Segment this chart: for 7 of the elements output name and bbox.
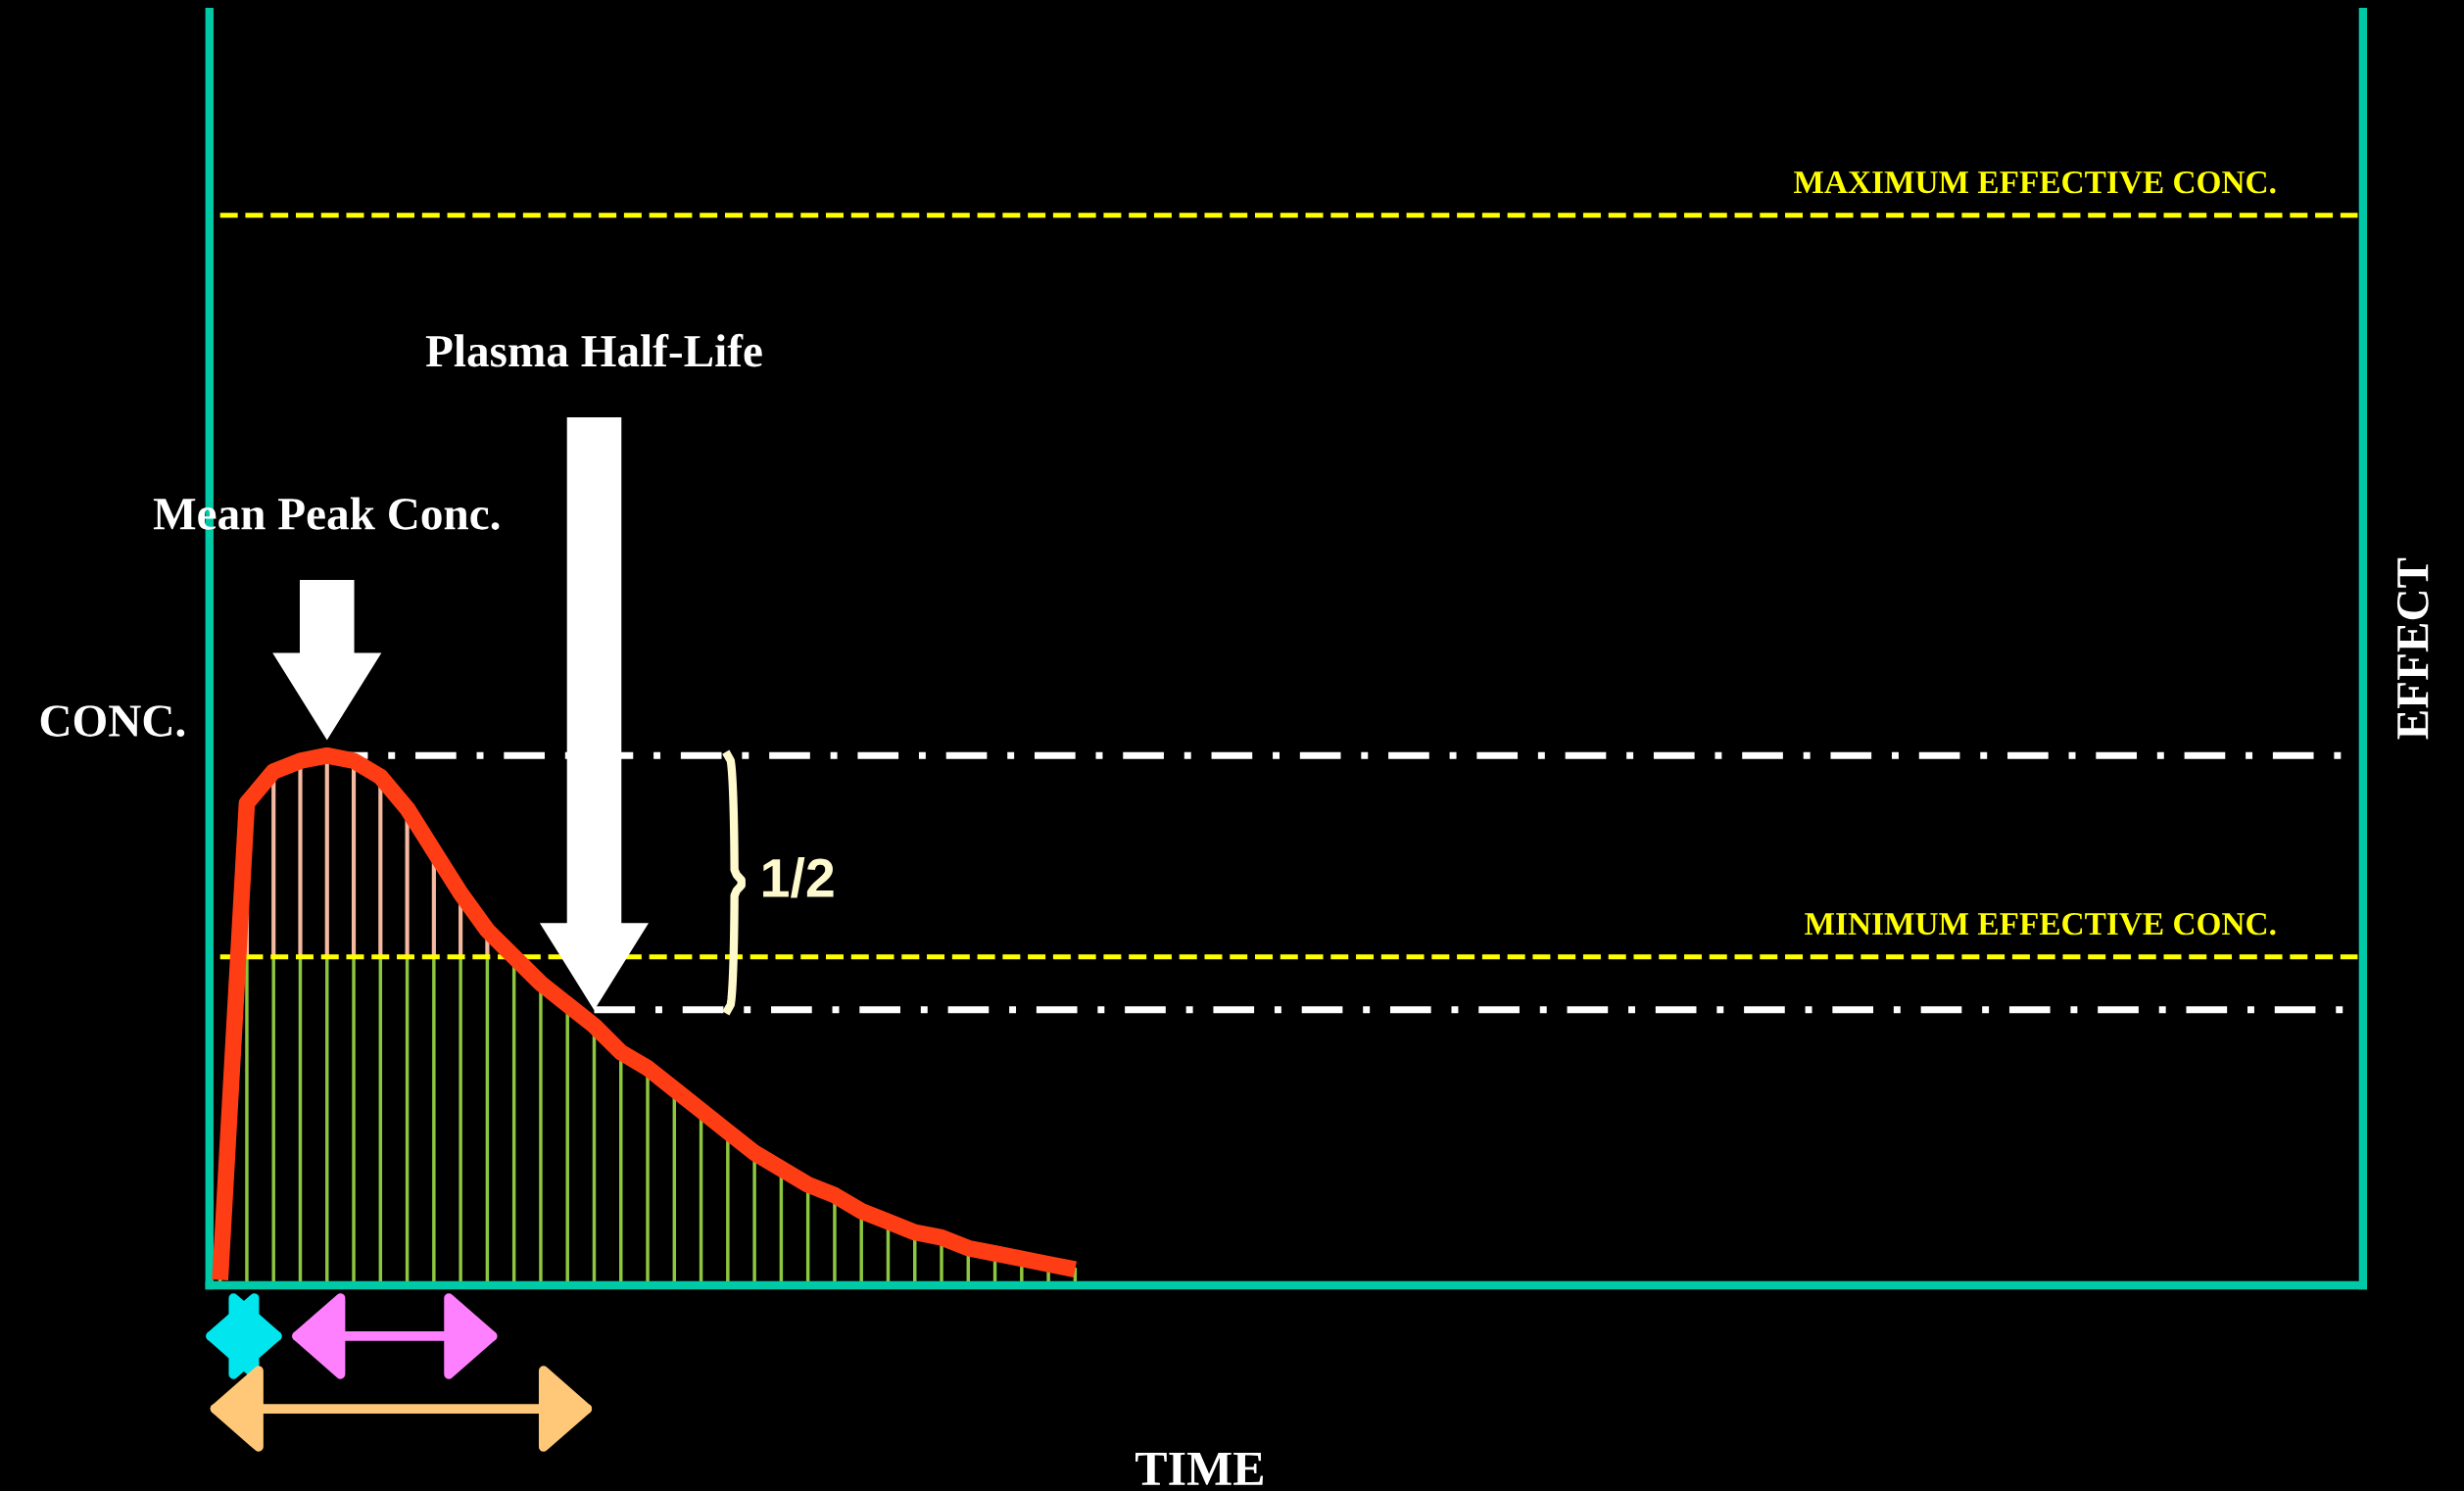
annotation: 1/2 <box>763 857 834 898</box>
ref-line-label: MAXIMUM EFFECTIVE CONC. <box>1794 170 2276 194</box>
ref-line-label: MINIMUM EFFECTIVE CONC. <box>1805 912 2276 936</box>
text: Plasma Half-Life <box>425 333 762 367</box>
y2-axis-title: EFFECT <box>2396 557 2429 740</box>
x-axis-title: TIME <box>1135 1452 1264 1485</box>
y-axis-title: CONC. <box>40 705 185 738</box>
